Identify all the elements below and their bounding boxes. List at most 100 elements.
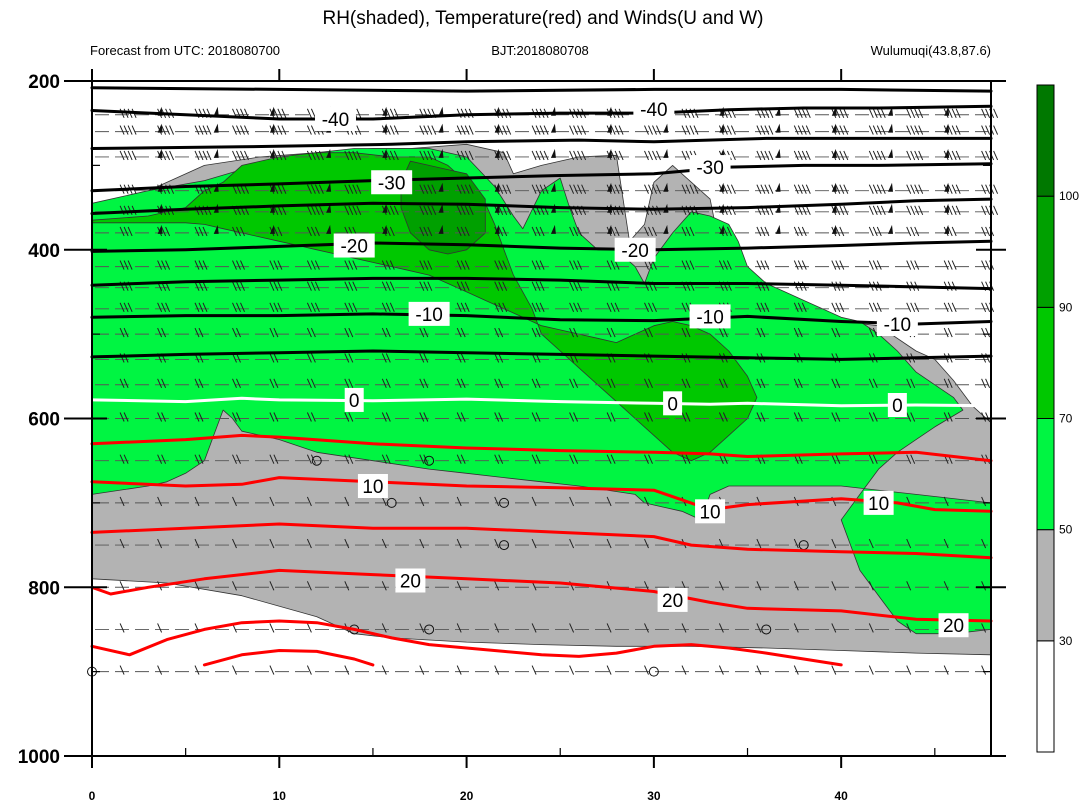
contour-label: -20 — [614, 237, 656, 262]
contour-label: 20 — [938, 613, 969, 638]
calm-wind-circle — [499, 497, 510, 508]
temperature-contour-15 — [202, 649, 375, 667]
wind-barbs-row-13 — [119, 454, 991, 464]
temperature-contour-2 — [90, 136, 993, 150]
colorbar-label: 50 — [1059, 523, 1073, 537]
contour-label: -40 — [314, 106, 356, 131]
contour-label: -30 — [371, 170, 413, 195]
wind-barbs-row-17 — [119, 623, 987, 633]
chart-title: RH(shaded), Temperature(red) and Winds(U… — [322, 8, 763, 29]
calm-wind-circle — [648, 666, 659, 677]
temperature-contour-5 — [90, 239, 993, 253]
contour-label-text: -40 — [640, 100, 667, 121]
contour-label: 10 — [863, 490, 894, 515]
x-tick-label: 0 — [89, 789, 96, 803]
wind-barb-strokes — [119, 260, 995, 270]
contour-label-text: -30 — [378, 173, 405, 194]
contour-label-box — [887, 393, 907, 417]
colorbar-box-3 — [1036, 306, 1055, 420]
contour-label: -10 — [689, 304, 731, 329]
wind-barb-strokes — [119, 538, 987, 549]
temperature-contour-14 — [90, 619, 843, 667]
temperature-contour-8 — [90, 349, 993, 361]
contour-labels-layer: -40 -40 -30 -30 -20 -20 -10 -10 -10 0 0 0 10 10 10 20 20… — [314, 96, 969, 638]
temperature-contour-3 — [90, 162, 993, 193]
colorbar-box-4 — [1036, 195, 1055, 308]
contour-label-box — [614, 237, 656, 262]
plot-area: -40 -40 -30 -30 -20 -20 -10 -10 -10 0 0 0 10 10 10 20 20… — [87, 86, 999, 677]
wind-barbs-row-11 — [119, 378, 991, 389]
wind-barb-strokes — [119, 378, 991, 389]
contour-label: 20 — [395, 568, 426, 593]
contour-label-text: 10 — [868, 494, 889, 515]
contour-label-text: 0 — [349, 391, 360, 412]
contour-label: -30 — [689, 155, 731, 180]
contour-label-box — [633, 96, 675, 121]
forecast-init-label: Forecast from UTC: 2018080700 — [90, 43, 280, 58]
wind-barb-flags — [157, 224, 950, 234]
y-tick-label: 800 — [28, 578, 60, 599]
colorbar: 30 50 70 90 100 — [1036, 84, 1079, 753]
wind-barb-strokes — [119, 623, 987, 633]
y-tick-label: 200 — [28, 72, 60, 93]
contour-label-text: -20 — [340, 237, 367, 258]
contour-label-box — [695, 499, 726, 524]
wind-barb-strokes — [119, 665, 987, 675]
wind-barbs-row-15 — [119, 538, 987, 549]
calm-wind-circle — [761, 624, 772, 635]
contour-label-box — [689, 304, 731, 329]
contour-label-box — [344, 387, 364, 412]
calm-wind-circle — [424, 455, 435, 466]
wind-barb-strokes — [119, 125, 999, 135]
wind-barb-flags — [157, 123, 950, 133]
contour-label-box — [395, 568, 426, 593]
x-tick-label: 30 — [647, 789, 661, 803]
temperature-contour-9 — [90, 396, 993, 408]
contour-label: -40 — [633, 96, 675, 121]
colorbar-box-2 — [1036, 418, 1055, 531]
valid-time-label: BJT:2018080708 — [491, 43, 589, 58]
temperature-contour-6 — [90, 276, 993, 291]
contour-label: 0 — [663, 391, 683, 416]
wind-barbs-row-6 — [119, 260, 995, 270]
contour-label-box — [357, 474, 388, 498]
calm-wind-circle — [499, 540, 510, 551]
colorbar-label: 100 — [1059, 189, 1079, 203]
contour-label-text: 0 — [892, 396, 903, 417]
temperature-contour-7 — [90, 312, 993, 326]
temperature-contour-12 — [90, 522, 993, 560]
contour-label-text: 20 — [400, 572, 421, 593]
contour-label: -10 — [408, 301, 450, 326]
contour-label-box — [657, 587, 688, 612]
contour-label-text: 0 — [667, 394, 678, 415]
temperature-contour-0 — [90, 86, 993, 93]
y-tick-label: 1000 — [18, 747, 60, 768]
colorbar-label: 70 — [1059, 412, 1073, 426]
x-tick-label: 20 — [460, 789, 474, 803]
contour-label-text: 20 — [943, 616, 964, 637]
contour-label: 20 — [657, 587, 688, 612]
contour-label-box — [876, 312, 918, 336]
contour-label-box — [408, 301, 450, 326]
contour-label-text: -30 — [696, 158, 723, 179]
colorbar-label: 30 — [1059, 634, 1073, 648]
station-label: Wulumuqi(43.8,87.6) — [871, 43, 991, 58]
y-tick-label: 600 — [28, 410, 60, 431]
contour-label-box — [663, 391, 683, 416]
contour-label-text: -10 — [696, 307, 723, 328]
wind-barbs-row-5 — [119, 224, 995, 237]
temperature-contours-layer — [90, 86, 993, 667]
wind-barb-flags — [157, 182, 950, 192]
wind-barbs-row-12 — [119, 412, 991, 422]
contour-label: -10 — [876, 312, 918, 336]
colorbar-box-0 — [1036, 640, 1055, 753]
temperature-contour-13 — [90, 568, 993, 623]
contour-label-text: 10 — [362, 477, 383, 498]
contour-label-text: 20 — [662, 591, 683, 612]
wind-barbs-row-1 — [119, 123, 999, 135]
contour-label-text: -20 — [621, 241, 648, 262]
x-tick-label: 40 — [834, 789, 848, 803]
contour-label-box — [689, 155, 731, 180]
temperature-contour-1 — [90, 104, 993, 121]
contour-label: 0 — [887, 393, 907, 417]
